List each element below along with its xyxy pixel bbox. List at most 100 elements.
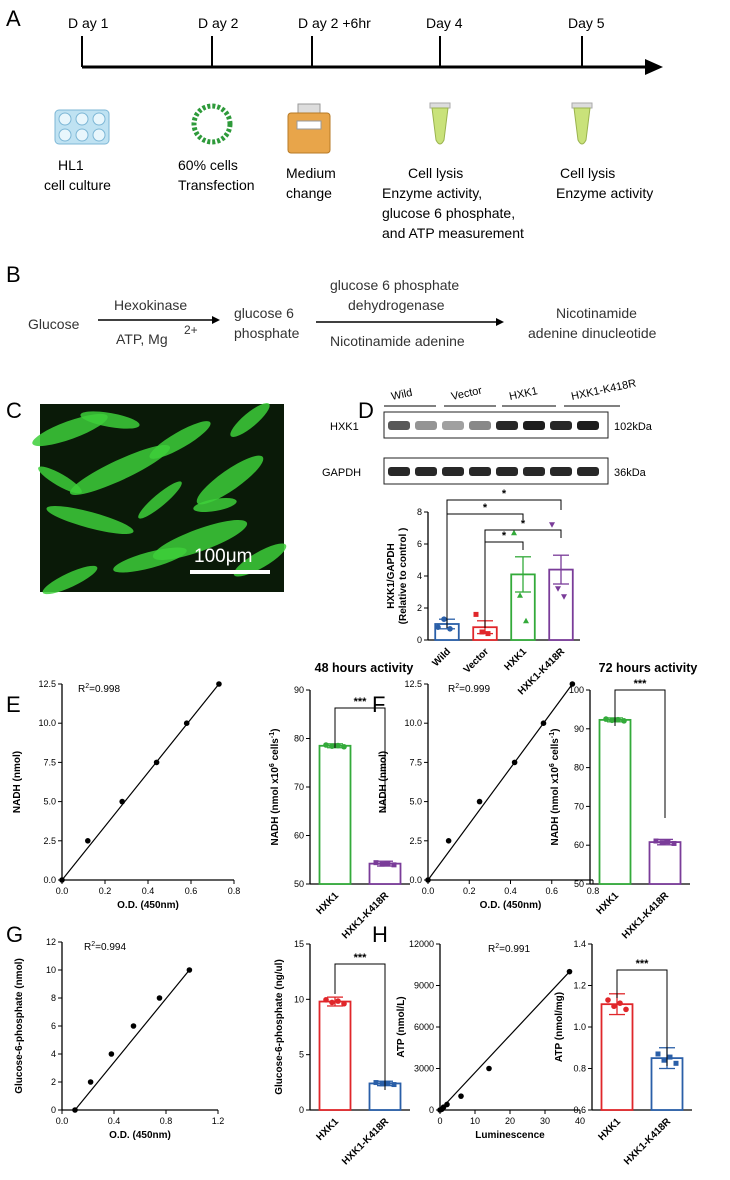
y-tick-label: 1.0 xyxy=(573,1022,586,1032)
reaction-intermediate: glucose 6 xyxy=(234,305,294,321)
reaction-arrowhead-1 xyxy=(212,316,220,324)
blot-band xyxy=(388,421,410,430)
y-tick-label: 5.0 xyxy=(409,797,422,807)
x-tick-label: 1.2 xyxy=(212,1116,225,1126)
y-tick-label: 0.8 xyxy=(573,1064,586,1074)
r-squared-label: R2=0.994 xyxy=(84,941,126,953)
significance-label: * xyxy=(502,530,507,542)
y-tick-label: 80 xyxy=(574,763,584,773)
blot-band xyxy=(550,421,572,430)
significance-label: *** xyxy=(636,958,650,970)
blot-size-label: 102kDa xyxy=(614,421,653,433)
y-tick-label: 10.0 xyxy=(38,718,56,728)
reaction-arrowhead-2 xyxy=(496,318,504,326)
y-axis-label: NADH (nmol) xyxy=(378,751,389,813)
x-category-label: HXK1 xyxy=(596,1116,623,1143)
y-tick-label: 1.2 xyxy=(573,981,586,991)
bar-hxk1-k418r xyxy=(648,841,682,885)
data-point xyxy=(517,592,523,598)
x-tick-label: 0.4 xyxy=(504,886,517,896)
panel-label-b: B xyxy=(6,262,21,287)
x-tick-label: 0.0 xyxy=(422,886,435,896)
blot-band xyxy=(415,467,437,476)
y-tick-label: 8 xyxy=(417,507,422,517)
data-point xyxy=(329,743,335,749)
timeline-day-label: D ay 1 xyxy=(68,15,109,31)
data-point xyxy=(335,998,341,1004)
reaction-enzyme-1: Hexokinase xyxy=(114,297,187,313)
timeline-day-label: Day 5 xyxy=(568,15,605,31)
significance-label: *** xyxy=(354,952,368,964)
x-category-label: Wild xyxy=(430,646,453,669)
x-tick-label: 40 xyxy=(575,1116,585,1126)
timeline-caption: Medium xyxy=(286,165,336,181)
x-tick-label: 0.6 xyxy=(545,886,558,896)
y-tick-label: 80 xyxy=(294,734,304,744)
y-tick-label: 0.0 xyxy=(43,875,56,885)
y-tick-label: 0.0 xyxy=(409,875,422,885)
blot-band xyxy=(442,467,464,476)
y-tick-label: 2 xyxy=(417,603,422,613)
timeline-caption: Enzyme activity, xyxy=(382,185,482,201)
data-point xyxy=(605,997,611,1003)
fluorescent-cell xyxy=(32,413,108,447)
y-tick-label: 90 xyxy=(574,724,584,734)
chart-h-standard-curve: 0 3000 6000 9000 12000 0 10 20 30 40 R2=0.991 Lumin… xyxy=(396,939,585,1141)
y-tick-label: 6 xyxy=(417,539,422,549)
data-point xyxy=(445,838,452,844)
x-category-label: Vector xyxy=(462,646,491,675)
y-tick-label: 10 xyxy=(46,965,56,975)
y-tick-label: 1.4 xyxy=(573,939,586,949)
panel-label-h: H xyxy=(372,922,388,947)
y-tick-label: 90 xyxy=(294,685,304,695)
data-point xyxy=(183,720,190,726)
y-tick-label: 0 xyxy=(429,1105,434,1115)
y-tick-label: 0.6 xyxy=(573,1105,586,1115)
fluorescent-cell xyxy=(196,455,264,505)
timeline-caption: cell culture xyxy=(44,177,111,193)
y-tick-label: 2.5 xyxy=(409,836,422,846)
y-tick-label: 50 xyxy=(294,879,304,889)
x-tick-label: 0.8 xyxy=(160,1116,173,1126)
y-tick-label: 2.5 xyxy=(43,836,56,846)
reaction-cofactor-1: ATP, Mg xyxy=(116,331,168,347)
data-point xyxy=(486,1065,492,1072)
fluorescent-cell xyxy=(149,421,211,459)
y-tick-label: 9000 xyxy=(414,981,434,991)
blot-band xyxy=(496,467,518,476)
y-tick-label: 7.5 xyxy=(43,757,56,767)
y-tick-label: 60 xyxy=(294,831,304,841)
data-point xyxy=(153,759,160,766)
data-point xyxy=(425,877,431,883)
y-tick-label: 3000 xyxy=(414,1064,434,1074)
significance-label: *** xyxy=(634,678,648,690)
data-point xyxy=(511,759,518,766)
data-point xyxy=(655,1051,661,1057)
blot-size-label: 36kDa xyxy=(614,467,647,479)
x-tick-label: 0.0 xyxy=(56,886,69,896)
significance-bracket xyxy=(614,689,666,818)
blot-band xyxy=(550,467,572,476)
timeline-caption: change xyxy=(286,185,332,201)
timeline-caption: 60% cells xyxy=(178,157,238,173)
timeline-day-label: D ay 2 xyxy=(198,15,239,31)
panel-label-f: F xyxy=(372,692,385,717)
data-point xyxy=(540,720,547,726)
data-point xyxy=(458,1093,464,1099)
timeline-caption: and ATP measurement xyxy=(382,225,524,241)
timeline-caption: HL1 xyxy=(58,157,84,173)
data-point xyxy=(485,631,491,637)
data-point xyxy=(373,1080,379,1086)
data-point xyxy=(186,967,193,973)
r-squared-label: R2=0.999 xyxy=(448,683,490,695)
significance-bracket xyxy=(616,969,668,1066)
data-point xyxy=(108,1051,115,1057)
fit-line xyxy=(74,969,190,1111)
x-category-label: HXK1 xyxy=(314,890,341,917)
data-point xyxy=(341,1000,347,1007)
r-squared-label: R2=0.991 xyxy=(488,943,530,955)
chart-g-standard-curve: 0 2 4 6 8 10 12 0.0 0.4 0.8 1.2 R2=0.994 O.D. (450nm… xyxy=(14,937,224,1141)
panel-label-e: E xyxy=(6,692,21,717)
